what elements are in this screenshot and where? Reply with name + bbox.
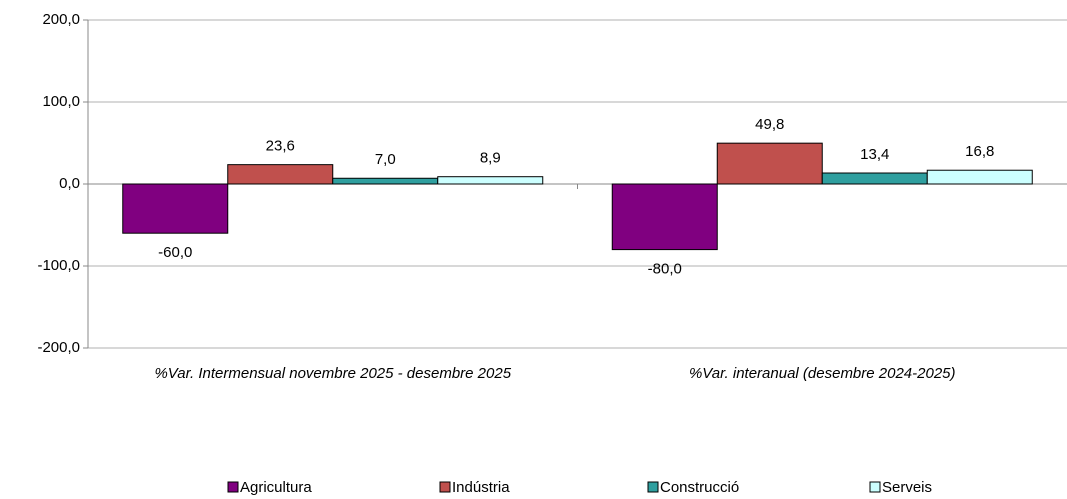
legend-label: Serveis bbox=[882, 479, 932, 496]
legend-swatch bbox=[227, 481, 239, 493]
bar bbox=[437, 176, 544, 185]
y-tick-label: -100,0 bbox=[37, 257, 80, 274]
bar bbox=[926, 169, 1033, 185]
bar bbox=[332, 177, 439, 185]
y-tick-label: 0,0 bbox=[59, 175, 80, 192]
bar bbox=[227, 164, 334, 185]
value-label: 23,6 bbox=[266, 138, 295, 155]
value-label: -80,0 bbox=[648, 261, 682, 278]
value-label: 8,9 bbox=[480, 150, 501, 167]
y-tick-label: -200,0 bbox=[37, 339, 80, 356]
legend-swatch bbox=[439, 481, 451, 493]
bar bbox=[122, 183, 229, 234]
legend-swatch bbox=[647, 481, 659, 493]
legend-swatch bbox=[869, 481, 881, 493]
y-tick-label: 100,0 bbox=[42, 93, 80, 110]
legend-label: Indústria bbox=[452, 479, 510, 496]
value-label: 49,8 bbox=[755, 116, 784, 133]
value-label: 7,0 bbox=[375, 151, 396, 168]
bar bbox=[716, 142, 823, 185]
value-label: 13,4 bbox=[860, 146, 889, 163]
x-tick-label: %Var. interanual (desembre 2024-2025) bbox=[689, 365, 956, 382]
x-tick-label: %Var. Intermensual novembre 2025 - desem… bbox=[154, 365, 511, 382]
legend-label: Construcció bbox=[660, 479, 739, 496]
value-label: 16,8 bbox=[965, 143, 994, 160]
value-label: -60,0 bbox=[158, 244, 192, 261]
bar bbox=[611, 183, 718, 251]
bar bbox=[821, 172, 928, 185]
legend-label: Agricultura bbox=[240, 479, 312, 496]
y-tick-label: 200,0 bbox=[42, 11, 80, 28]
